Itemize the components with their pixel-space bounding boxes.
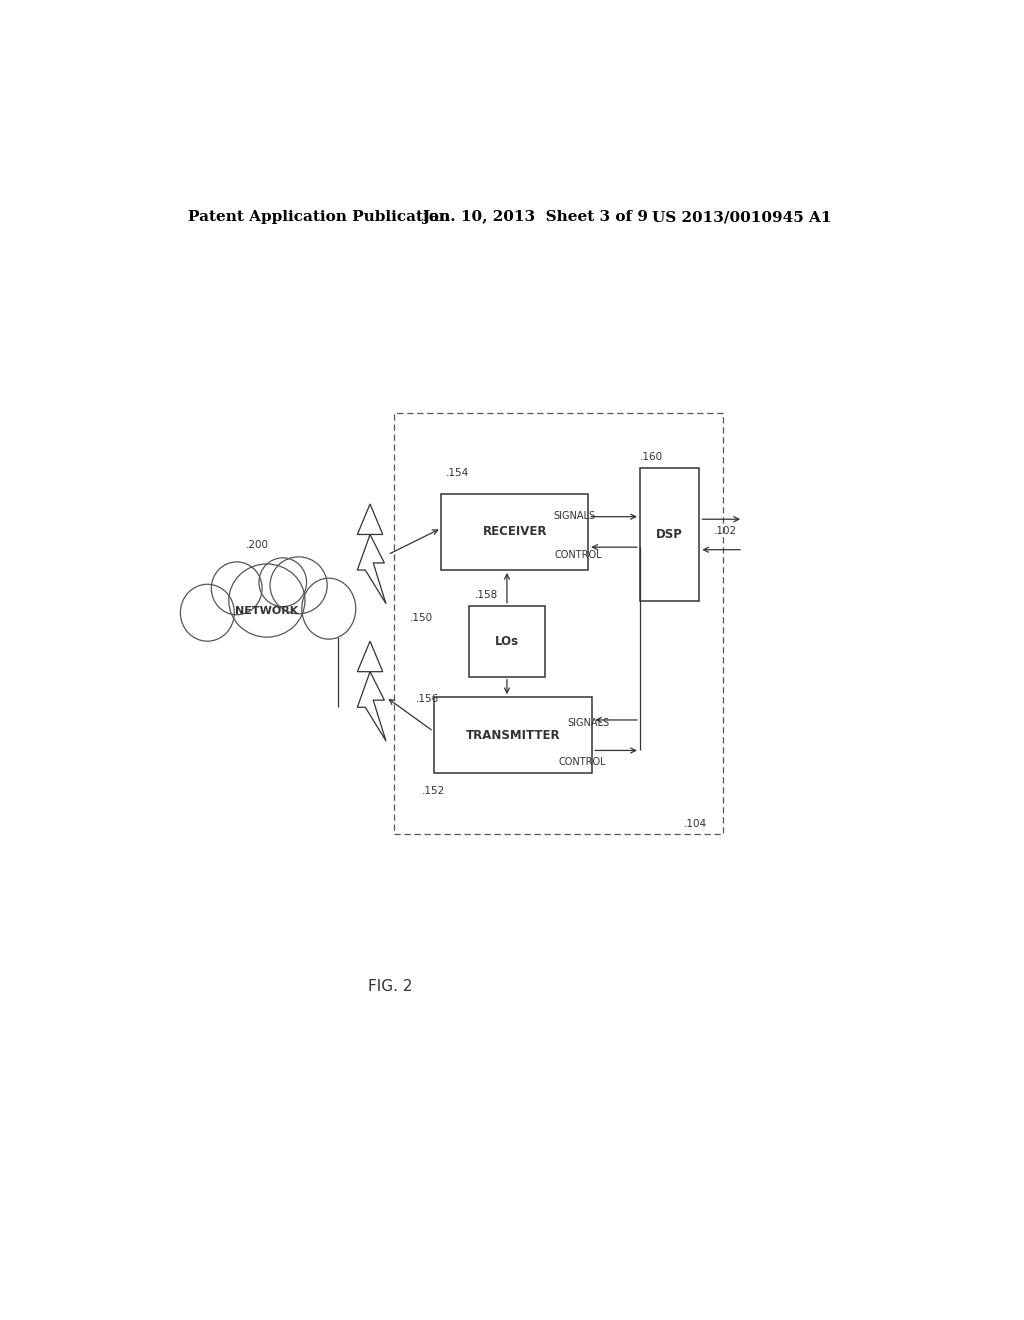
Text: Jan. 10, 2013  Sheet 3 of 9: Jan. 10, 2013 Sheet 3 of 9 [422,210,647,224]
Bar [441,494,589,570]
Text: TRANSMITTER: TRANSMITTER [466,729,560,742]
Bar [394,413,723,834]
Ellipse shape [198,573,336,649]
Ellipse shape [228,564,305,638]
Polygon shape [357,642,383,672]
Text: FIG. 2: FIG. 2 [368,979,412,994]
Text: DSP: DSP [656,528,683,541]
Text: Patent Application Publication: Patent Application Publication [187,210,450,224]
Polygon shape [357,504,383,535]
Text: .102: .102 [714,527,737,536]
Text: .200: .200 [246,540,268,549]
Text: .150: .150 [410,612,433,623]
Ellipse shape [270,557,328,614]
Text: RECEIVER: RECEIVER [482,525,547,539]
Ellipse shape [180,585,234,642]
Ellipse shape [302,578,355,639]
Ellipse shape [259,558,306,607]
Text: .160: .160 [640,453,663,462]
Text: NETWORK: NETWORK [236,606,299,615]
Bar [433,697,592,774]
Text: LOs: LOs [495,635,519,648]
Bar [640,469,699,601]
Ellipse shape [211,562,262,615]
Text: .156: .156 [416,694,439,704]
Text: .152: .152 [422,785,444,796]
Text: SIGNALS: SIGNALS [567,718,609,727]
Text: .104: .104 [684,820,707,829]
Text: US 2013/0010945 A1: US 2013/0010945 A1 [652,210,831,224]
Text: CONTROL: CONTROL [555,550,602,560]
Text: SIGNALS: SIGNALS [553,511,595,521]
Text: .158: .158 [475,590,498,601]
Text: .154: .154 [445,469,469,478]
Text: CONTROL: CONTROL [558,758,606,767]
Bar [469,606,545,677]
